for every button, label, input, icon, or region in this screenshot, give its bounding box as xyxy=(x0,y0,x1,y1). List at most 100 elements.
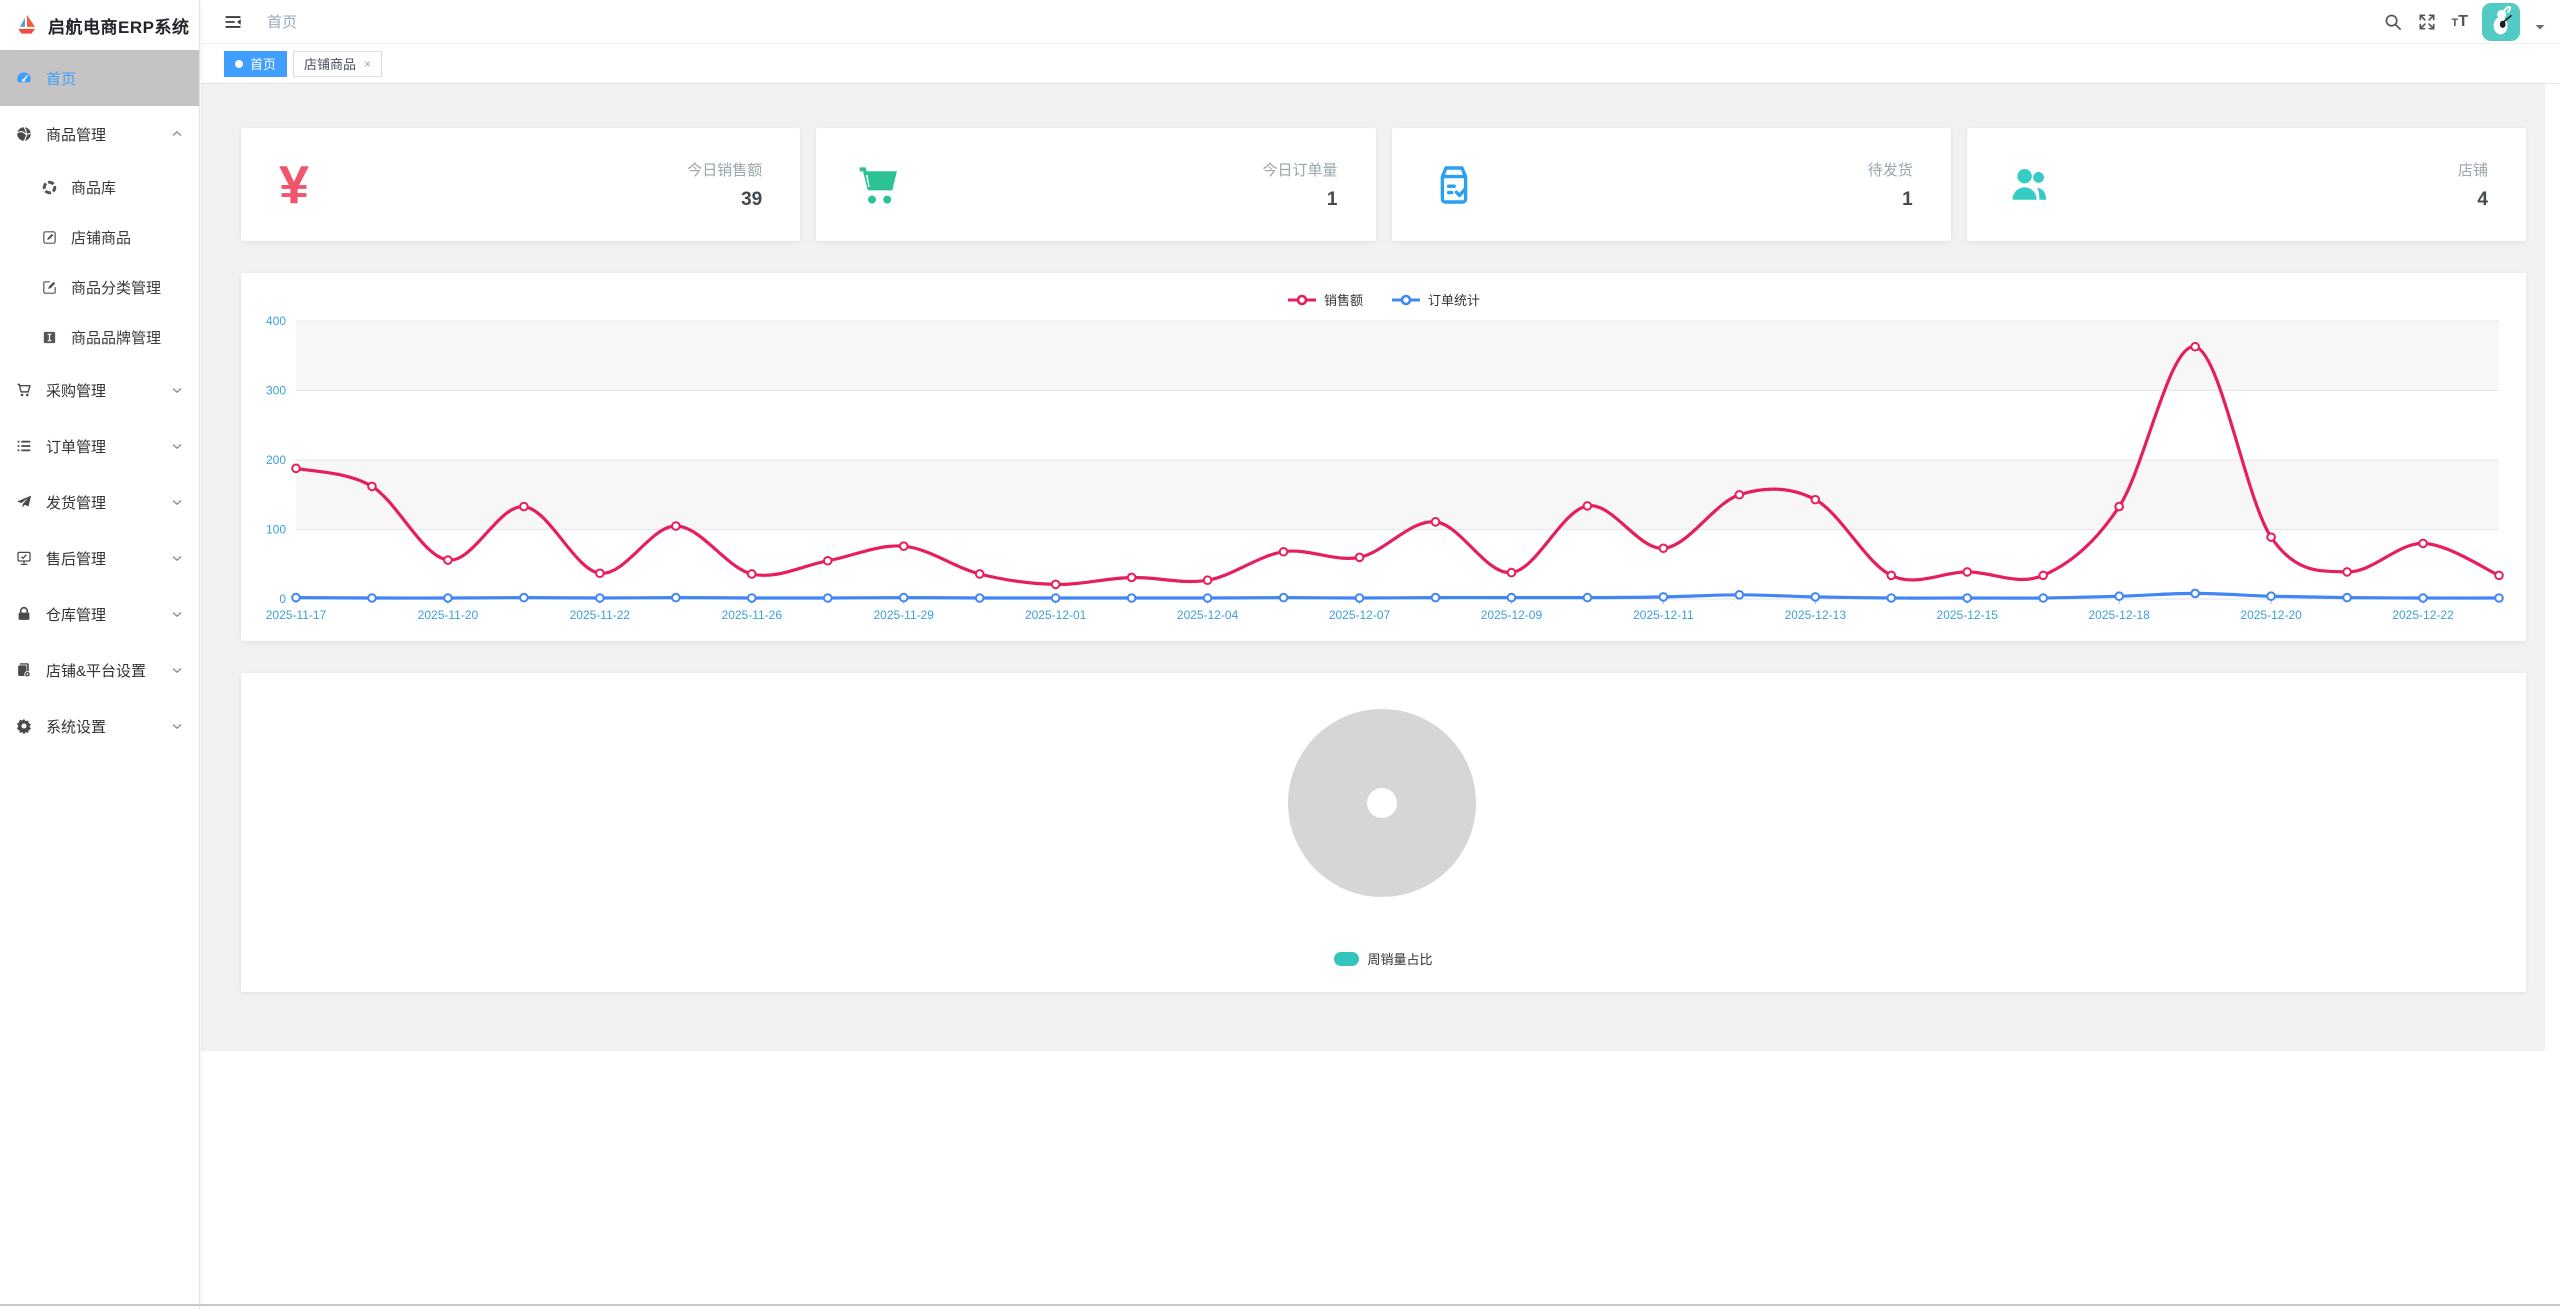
topbar: 首页 TT xyxy=(201,0,2560,44)
sailboat-logo-icon xyxy=(13,12,40,39)
tab-label: 首页 xyxy=(250,57,277,72)
edit-square-icon xyxy=(41,279,58,296)
svg-text:2025-12-20: 2025-12-20 xyxy=(2240,608,2302,622)
tab-label: 店铺商品 xyxy=(304,57,357,72)
sidebar-item-7[interactable]: 店铺&平台设置 xyxy=(0,642,199,698)
sidebar-subitem-label: 商品分类管理 xyxy=(71,279,162,297)
line-chart: 0 100 200 300 400 2025-11-17 2025-11-20 2025-11… xyxy=(266,314,2504,622)
brand-icon xyxy=(41,329,58,346)
sidebar-item-label: 售后管理 xyxy=(46,550,107,568)
pie-legend-item-0[interactable]: 周销量占比 xyxy=(1334,949,1433,968)
svg-text:2025-12-18: 2025-12-18 xyxy=(2088,608,2150,622)
sidebar-subitem-label: 店铺商品 xyxy=(71,229,132,247)
stat-card-1: 今日订单量 1 xyxy=(816,128,1376,241)
svg-text:400: 400 xyxy=(266,314,286,328)
svg-text:2025-12-22: 2025-12-22 xyxy=(2392,608,2454,622)
search-icon[interactable] xyxy=(2383,12,2403,32)
svg-text:2025-12-13: 2025-12-13 xyxy=(1785,608,1847,622)
sidebar-item-label: 仓库管理 xyxy=(46,606,107,624)
breadcrumb: 首页 xyxy=(267,14,298,31)
svg-text:2025-12-11: 2025-12-11 xyxy=(1633,608,1694,622)
aftersale-icon xyxy=(15,549,33,567)
app-logo: 启航电商ERP系统 xyxy=(0,0,199,50)
sidebar-subitem-1-0[interactable]: 商品库 xyxy=(0,162,199,212)
stat-label: 待发货 xyxy=(1867,161,1913,179)
content: ¥ 今日销售额 39 今日订单量 1 待发货 1 店铺 4 销售额 订单统计 0 100 200 300… xyxy=(201,84,2545,1051)
stat-card-2: 待发货 1 xyxy=(1391,128,1951,241)
stat-card-3: 店铺 4 xyxy=(1966,128,2526,241)
sidebar-subitem-label: 商品库 xyxy=(71,179,117,197)
stat-card-0: ¥ 今日销售额 39 xyxy=(241,128,801,241)
stat-value: 4 xyxy=(2477,188,2488,210)
svg-text:2025-12-01: 2025-12-01 xyxy=(1025,608,1087,622)
pen-square-icon xyxy=(41,229,58,246)
yuan-icon: ¥ xyxy=(279,154,310,215)
sidebar-item-5[interactable]: 售后管理 xyxy=(0,530,199,586)
sidebar-subitem-1-3[interactable]: 商品品牌管理 xyxy=(0,312,199,362)
cart-big-icon xyxy=(854,161,902,209)
chevron-down-icon xyxy=(171,496,183,508)
legend-item-0[interactable]: 销售额 xyxy=(1287,290,1363,309)
app-title: 启航电商ERP系统 xyxy=(48,17,190,37)
pie-legend-label: 周销量占比 xyxy=(1367,952,1433,967)
chevron-down-icon xyxy=(171,440,183,452)
stat-value: 39 xyxy=(741,188,763,210)
svg-text:2025-12-15: 2025-12-15 xyxy=(1937,608,1999,622)
font-size-icon[interactable]: TT xyxy=(2451,13,2468,30)
menu-fold-icon[interactable] xyxy=(223,12,243,32)
stat-cards-row: ¥ 今日销售额 39 今日订单量 1 待发货 1 店铺 4 xyxy=(241,128,2526,241)
sales-orders-line-chart-card: 销售额 订单统计 0 100 200 300 400 2025-11-17 2025-11-2… xyxy=(241,273,2526,641)
svg-text:100: 100 xyxy=(266,523,286,537)
main-area: 首页 TT xyxy=(201,0,2560,1309)
sidebar-item-1[interactable]: 商品管理 xyxy=(0,106,199,162)
sidebar-item-label: 订单管理 xyxy=(46,438,107,456)
globe-icon xyxy=(15,125,33,143)
svg-text:2025-12-09: 2025-12-09 xyxy=(1481,608,1543,622)
package-check-icon xyxy=(1430,161,1478,209)
svg-text:300: 300 xyxy=(266,384,286,398)
line-chart-legend: 销售额 订单统计 xyxy=(241,290,2526,309)
svg-text:2025-11-29: 2025-11-29 xyxy=(873,608,934,622)
sidebar-item-4[interactable]: 发货管理 xyxy=(0,474,199,530)
weekly-sales-pie-card: 周销量占比 xyxy=(241,673,2526,992)
sidebar-item-8[interactable]: 系统设置 xyxy=(0,698,199,754)
send-icon xyxy=(15,493,33,511)
topbar-actions: TT xyxy=(2383,0,2546,44)
list-icon xyxy=(15,437,33,455)
stat-value: 1 xyxy=(1902,188,1913,210)
gear-icon xyxy=(15,717,33,735)
avatar[interactable] xyxy=(2482,3,2520,41)
chevron-down-icon xyxy=(171,552,183,564)
caret-down-icon[interactable] xyxy=(2534,21,2546,33)
sidebar-item-3[interactable]: 订单管理 xyxy=(0,418,199,474)
sidebar-subitem-label: 商品品牌管理 xyxy=(71,329,162,347)
svg-text:2025-11-20: 2025-11-20 xyxy=(418,608,479,622)
tab-close-icon[interactable]: × xyxy=(364,56,372,71)
cart-icon xyxy=(15,381,33,399)
sidebar-item-label: 发货管理 xyxy=(46,494,107,512)
active-tab-dot xyxy=(235,59,243,68)
legend-label: 订单统计 xyxy=(1428,293,1481,308)
legend-item-1[interactable]: 订单统计 xyxy=(1391,290,1480,309)
svg-text:2025-12-07: 2025-12-07 xyxy=(1329,608,1391,622)
fullscreen-icon[interactable] xyxy=(2417,12,2437,32)
legend-label: 销售额 xyxy=(1323,293,1363,308)
svg-text:200: 200 xyxy=(266,453,286,467)
legend-swatch xyxy=(1334,951,1360,966)
users-icon xyxy=(2005,161,2053,209)
lock-icon xyxy=(15,605,33,623)
target-icon xyxy=(41,179,58,196)
tab-1[interactable]: 店铺商品 × xyxy=(293,50,383,77)
svg-text:2025-11-17: 2025-11-17 xyxy=(266,608,327,622)
sidebar-item-6[interactable]: 仓库管理 xyxy=(0,586,199,642)
window-bottom-edge xyxy=(0,1304,2560,1306)
chevron-down-icon xyxy=(171,720,183,732)
sidebar-subitem-1-1[interactable]: 店铺商品 xyxy=(0,212,199,262)
sidebar-item-2[interactable]: 采购管理 xyxy=(0,362,199,418)
sidebar-subitem-1-2[interactable]: 商品分类管理 xyxy=(0,262,199,312)
sidebar: 启航电商ERP系统 首页 商品管理商品库店铺商品商品分类管理 商品品牌管理采购管理订… xyxy=(0,0,200,1309)
sidebar-item-0[interactable]: 首页 xyxy=(0,50,199,106)
tab-0[interactable]: 首页 xyxy=(224,50,288,77)
dashboard-icon xyxy=(15,69,33,87)
